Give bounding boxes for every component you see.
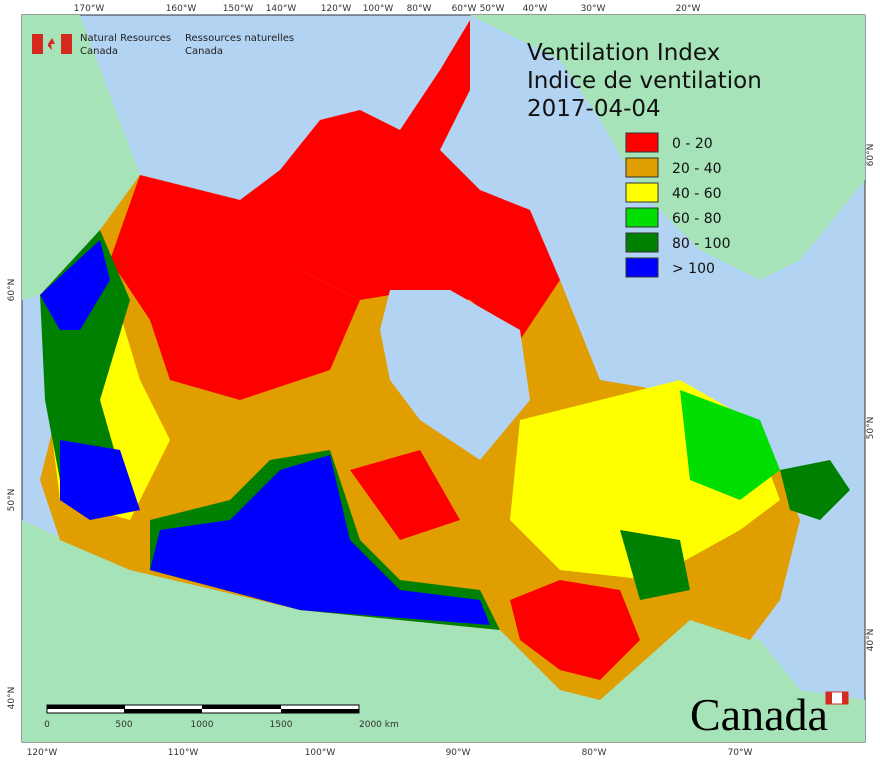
scale-bar-segment bbox=[47, 705, 125, 709]
scale-label: 2000 km bbox=[359, 720, 399, 730]
arctic-zone bbox=[240, 20, 560, 340]
lon-label: 30°W bbox=[581, 4, 606, 14]
bc-coast-zone bbox=[60, 440, 140, 520]
scale-bar-segment bbox=[281, 709, 359, 713]
manitoba-zone bbox=[350, 450, 460, 540]
date: 2017-04-04 bbox=[527, 96, 661, 122]
country-fr: Canada bbox=[185, 46, 223, 57]
legend-label: 80 - 100 bbox=[672, 236, 731, 252]
scale-label: 500 bbox=[115, 720, 132, 730]
lon-label: 60°W bbox=[452, 4, 477, 14]
newfoundland-zone bbox=[780, 460, 850, 520]
hudson-bay bbox=[380, 290, 530, 460]
lat-label: 50°N bbox=[866, 417, 876, 440]
scale-bar-segment bbox=[124, 709, 202, 713]
title-fr: Indice de ventilation bbox=[527, 68, 762, 94]
wordmark: Canada bbox=[690, 689, 828, 740]
legend-label: 20 - 40 bbox=[672, 161, 722, 177]
lon-label: 170°W bbox=[74, 4, 105, 14]
legend-swatch bbox=[625, 157, 659, 178]
nwt-zone bbox=[110, 175, 360, 400]
scale-bar-segment bbox=[202, 705, 281, 709]
lon-label: 120°W bbox=[321, 4, 352, 14]
flag-bar bbox=[32, 34, 43, 54]
lon-label: 120°W bbox=[27, 748, 58, 758]
lon-label: 40°W bbox=[523, 4, 548, 14]
wordmark-flag-bar bbox=[842, 692, 848, 704]
prairie-zone bbox=[150, 455, 490, 625]
lon-label: 160°W bbox=[166, 4, 197, 14]
labrador-zone bbox=[680, 390, 780, 500]
lon-label: 150°W bbox=[223, 4, 254, 14]
gaspe-zone bbox=[620, 530, 690, 600]
scale-label: 1500 bbox=[270, 720, 293, 730]
scale-label: 1000 bbox=[191, 720, 214, 730]
lon-label: 80°W bbox=[582, 748, 607, 758]
alaska bbox=[22, 15, 140, 300]
agency-en: Natural Resources bbox=[80, 33, 171, 44]
lat-label: 50°N bbox=[7, 489, 17, 512]
legend-label: 40 - 60 bbox=[672, 186, 722, 202]
lon-label: 100°W bbox=[305, 748, 336, 758]
legend-swatch bbox=[625, 207, 659, 228]
lon-label: 110°W bbox=[168, 748, 199, 758]
usa bbox=[22, 520, 865, 742]
lon-label: 50°W bbox=[480, 4, 505, 14]
flag-bar bbox=[61, 34, 72, 54]
legend-label: 0 - 20 bbox=[672, 136, 713, 152]
lon-label: 70°W bbox=[728, 748, 753, 758]
lon-label: 20°W bbox=[676, 4, 701, 14]
legend-swatch bbox=[625, 132, 659, 153]
greenland bbox=[470, 15, 865, 280]
agency-fr: Ressources naturelles bbox=[185, 33, 294, 44]
lat-label: 60°N bbox=[7, 279, 17, 302]
scale-label: 0 bbox=[44, 720, 50, 730]
legend-label: 60 - 80 bbox=[672, 211, 722, 227]
legend-swatch bbox=[625, 257, 659, 278]
alaska-border-zone bbox=[40, 240, 110, 330]
legend-swatch bbox=[625, 182, 659, 203]
flag-leaf bbox=[48, 38, 55, 50]
wordmark-flag-bar bbox=[826, 692, 832, 704]
lon-label: 90°W bbox=[446, 748, 471, 758]
lon-label: 80°W bbox=[407, 4, 432, 14]
lat-label: 40°N bbox=[7, 687, 17, 710]
lon-label: 100°W bbox=[363, 4, 394, 14]
ontario-zone bbox=[510, 580, 640, 680]
title: Ventilation Index bbox=[527, 40, 720, 66]
legend-label: > 100 bbox=[672, 261, 715, 277]
legend-swatch bbox=[625, 232, 659, 253]
lon-label: 140°W bbox=[266, 4, 297, 14]
country-en: Canada bbox=[80, 46, 118, 57]
lat-label: 40°N bbox=[866, 629, 876, 652]
lat-label: 60°N bbox=[866, 144, 876, 167]
